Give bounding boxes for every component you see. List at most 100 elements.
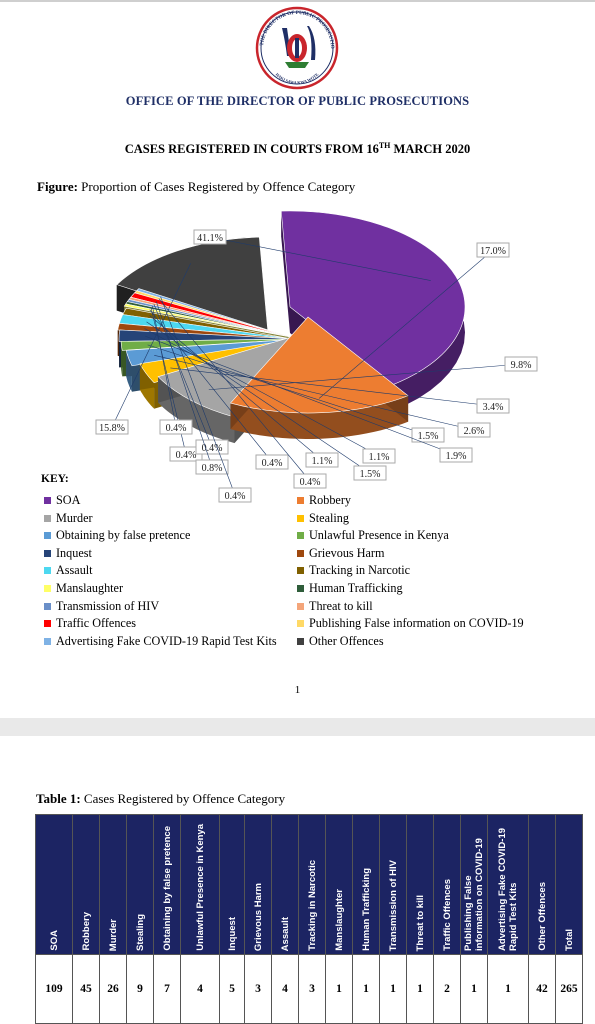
legend-label: Advertising Fake COVID-19 Rapid Test Kit… [56, 633, 277, 648]
legend-item-advertising-fake-covid-19-rapid-test-kits: Advertising Fake COVID-19 Rapid Test Kit… [44, 633, 277, 650]
figure-caption-text: Proportion of Cases Registered by Offenc… [77, 179, 356, 194]
table-value-cell: 109 [35, 954, 73, 1024]
data-label-box [159, 419, 193, 435]
data-label-box [193, 229, 227, 245]
pie-slice-robbery [229, 316, 409, 439]
table-header-cell: Transmission of HIV [379, 814, 407, 955]
cases-table: SOA Robbery Murder Stealing Obtaining by fal… [35, 814, 583, 1024]
data-label-box [218, 487, 252, 503]
table-value-cell: 1 [406, 954, 434, 1024]
table-value-cell: 1 [352, 954, 380, 1024]
legend-swatch [297, 532, 304, 540]
data-label-leader [208, 363, 522, 391]
legend-label: Assault [56, 563, 93, 578]
seal-emblem-icon [282, 26, 316, 68]
page-heading: CASES REGISTERED IN COURTS FROM 16TH MAR… [0, 141, 595, 157]
figure-caption-label: Figure: [37, 179, 78, 194]
table-header-cell: Human Trafficking [352, 814, 380, 955]
legend-item-murder: Murder [44, 510, 93, 527]
data-label-leader [153, 303, 213, 448]
data-label-box [195, 459, 229, 475]
legend-swatch [44, 567, 51, 575]
table-header-label: Threat to kill [414, 894, 426, 951]
legend-swatch [44, 532, 51, 540]
table-header-label: Tracking in Narcotic [306, 860, 318, 951]
table-value-cell: 4 [271, 954, 299, 1024]
table-value-cell: 2 [433, 954, 461, 1024]
page-2: Table 1: Cases Registered by Offence Cat… [0, 736, 595, 1024]
legend-label: Threat to kill [309, 598, 373, 613]
table-value-cell: 45 [72, 954, 100, 1024]
legend-label: Inquest [56, 545, 92, 560]
table-header-label: Unlawful Presence in Kenya [194, 824, 206, 951]
data-label: 0.4% [262, 458, 283, 469]
page-top-border [0, 0, 595, 2]
legend-swatch [44, 514, 51, 522]
legend-label: Robbery [309, 493, 351, 507]
table-header-cell: Total [555, 814, 583, 955]
legend-item-obtaining-by-false-pretence: Obtaining by false pretence [44, 527, 190, 544]
data-label: 0.8% [202, 463, 223, 474]
table-header-label: Robbery [80, 912, 92, 951]
table-header-cell: Unlawful Presence in Kenya [180, 814, 220, 955]
pie-chart: 41.1% 17.0% 9.8% 3.4% 2.6% 1.5% 1.9% 1.1% 1.5% 1.… [95, 210, 538, 503]
legend-swatch [297, 637, 304, 645]
legend-swatch [297, 497, 304, 504]
data-label: 0.4% [176, 450, 197, 461]
data-label-box [476, 242, 510, 258]
legend-swatch [297, 567, 304, 575]
data-label: 2.6% [464, 426, 485, 437]
legend-label: Human Trafficking [309, 581, 403, 595]
table-header-cell: Inquest [219, 814, 245, 955]
data-label: 0.4% [202, 443, 223, 454]
data-label-leader [155, 301, 213, 468]
legend-item-threat-to-kill: Threat to kill [297, 598, 373, 615]
table-value-cell: 1 [379, 954, 407, 1024]
table-header-label: Manslaughter [333, 889, 345, 951]
data-label-box [95, 419, 129, 435]
legend-swatch [297, 585, 304, 592]
data-label-leader [158, 298, 311, 482]
table-header-label: Advertising Fake COVID-19 Rapid Test Kit… [497, 827, 519, 951]
pie-slice-edge [281, 211, 290, 333]
table-header-label: Assault [279, 916, 291, 951]
table-header-label: Other Offences [536, 882, 548, 951]
table-header-label: Transmission of HIV [387, 859, 399, 951]
legend-label: SOA [56, 493, 81, 507]
table-header-cell: Publishing False information on COVID-19 [460, 814, 488, 955]
table-value-cell: 1 [487, 954, 529, 1024]
data-label: 1.1% [369, 452, 390, 463]
legend-swatch [44, 602, 51, 610]
table-header-label: Human Trafficking [360, 868, 372, 951]
table-header-label: Obtaining by false pretence [161, 826, 173, 951]
pie-slice-top [280, 210, 466, 387]
legend-swatch [44, 620, 51, 628]
data-label-leader [160, 296, 236, 496]
legend-item-inquest: Inquest [44, 545, 92, 562]
data-label: 0.4% [166, 423, 187, 434]
table-header-label: SOA [48, 930, 60, 951]
table-header-cell: Other Offences [528, 814, 556, 955]
legend-label: Publishing False information on COVID-19 [309, 616, 524, 631]
data-label-box [255, 454, 289, 470]
table-header-cell: Assault [271, 814, 299, 955]
legend-swatch [44, 549, 51, 557]
table-header-label: Publishing False information on COVID-19 [463, 838, 485, 951]
data-label: 1.5% [360, 469, 381, 480]
table-value-cell: 7 [153, 954, 181, 1024]
pie-slice-top [117, 323, 293, 340]
legend-item-grievous-harm: Grievous Harm [297, 545, 384, 562]
figure-caption: Figure: Proportion of Cases Registered b… [37, 179, 355, 195]
pie-slice-wall [230, 395, 409, 439]
table-header-cell: SOA [35, 814, 73, 955]
table-value-cell: 1 [460, 954, 488, 1024]
data-label: 15.8% [99, 423, 125, 434]
table-header-row: SOA Robbery Murder Stealing Obtaining by fal… [35, 814, 583, 955]
table-header-cell: Murder [99, 814, 127, 955]
data-label-leader [154, 354, 475, 431]
table-value-cell: 3 [298, 954, 326, 1024]
legend-item-stealing: Stealing [297, 510, 349, 527]
heading-superscript: TH [378, 141, 391, 150]
table-value-cell: 9 [126, 954, 154, 1024]
legend-item-human-trafficking: Human Trafficking [297, 580, 403, 597]
